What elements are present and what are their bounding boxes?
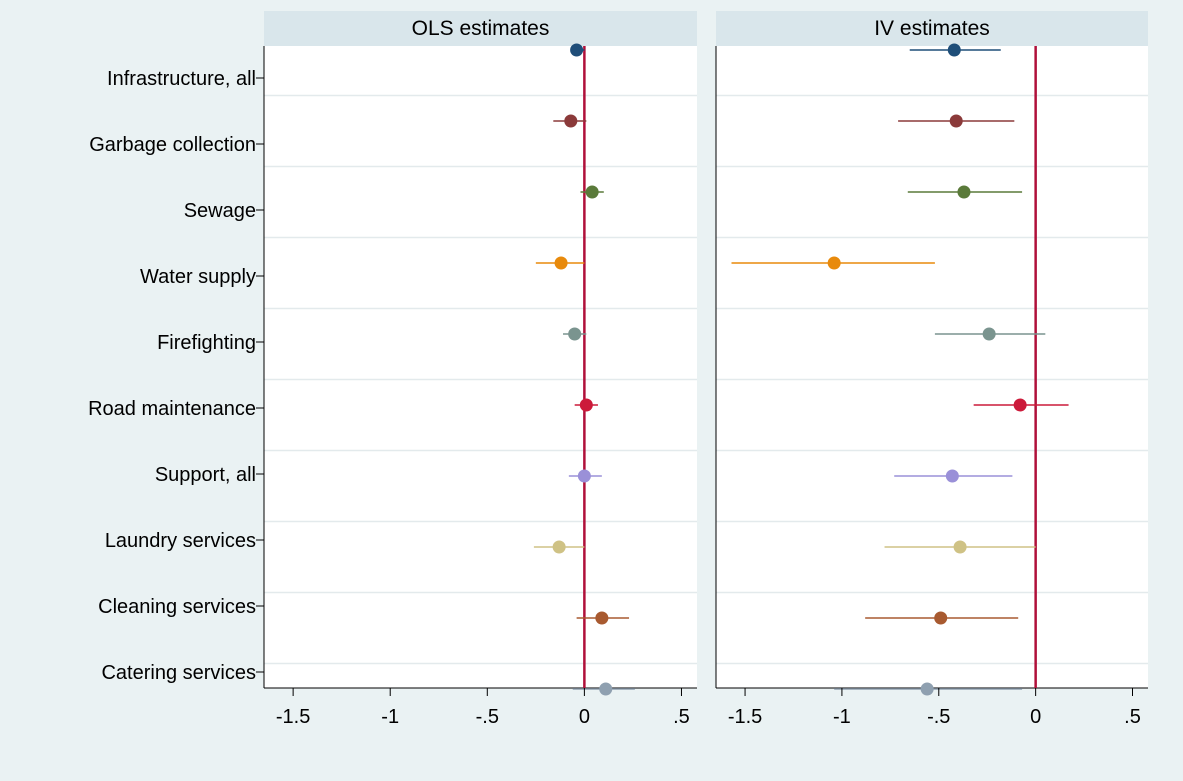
estimate-point xyxy=(953,540,967,554)
category-label: Laundry services xyxy=(105,530,256,552)
x-tick-label: -1 xyxy=(381,706,399,728)
category-label: Water supply xyxy=(140,266,256,288)
estimate-point xyxy=(568,327,582,341)
category-label: Firefighting xyxy=(157,332,256,354)
estimate-point xyxy=(957,185,971,199)
category-label: Garbage collection xyxy=(89,134,256,156)
estimate-point xyxy=(552,540,566,554)
panel-iv: IV estimates -1.5 -1 -.5 0 .5 xyxy=(715,11,1148,728)
estimate-point xyxy=(949,114,963,128)
x-tick-label: 0 xyxy=(579,706,590,728)
category-label: Road maintenance xyxy=(88,398,256,420)
plot-area xyxy=(264,46,697,688)
panel-title: OLS estimates xyxy=(412,17,550,40)
estimate-point xyxy=(1013,398,1027,412)
category-label: Support, all xyxy=(155,464,256,486)
estimate-point xyxy=(564,114,578,128)
estimate-point xyxy=(554,256,568,270)
estimate-point xyxy=(599,682,613,696)
x-tick-label: 0 xyxy=(1030,706,1041,728)
category-label: Catering services xyxy=(101,662,256,684)
estimate-point xyxy=(577,469,591,483)
estimate-point xyxy=(945,469,959,483)
x-tick-label: -1.5 xyxy=(728,706,762,728)
category-label: Infrastructure, all xyxy=(107,68,256,90)
estimate-point xyxy=(934,611,948,625)
estimate-point xyxy=(585,185,599,199)
panel-title-strip xyxy=(264,11,697,46)
x-tick-label: -.5 xyxy=(476,706,499,728)
estimate-point xyxy=(920,682,934,696)
panel-ols: OLS estimates -1.5 -1 -.5 0 .5 xyxy=(263,11,697,728)
estimate-point xyxy=(570,43,584,57)
category-label: Sewage xyxy=(184,200,256,222)
x-tick-label: -1.5 xyxy=(276,706,310,728)
x-tick-label: .5 xyxy=(673,706,690,728)
estimate-point xyxy=(827,256,841,270)
estimate-point xyxy=(982,327,996,341)
estimate-point xyxy=(947,43,961,57)
x-tick-label: -.5 xyxy=(927,706,950,728)
plot-area xyxy=(716,46,1148,688)
x-tick-label: -1 xyxy=(833,706,851,728)
panel-title: IV estimates xyxy=(874,17,990,40)
estimate-point xyxy=(595,611,609,625)
category-label: Cleaning services xyxy=(98,596,256,618)
estimate-point xyxy=(579,398,593,412)
x-tick-label: .5 xyxy=(1124,706,1141,728)
panel-title-strip xyxy=(716,11,1148,46)
